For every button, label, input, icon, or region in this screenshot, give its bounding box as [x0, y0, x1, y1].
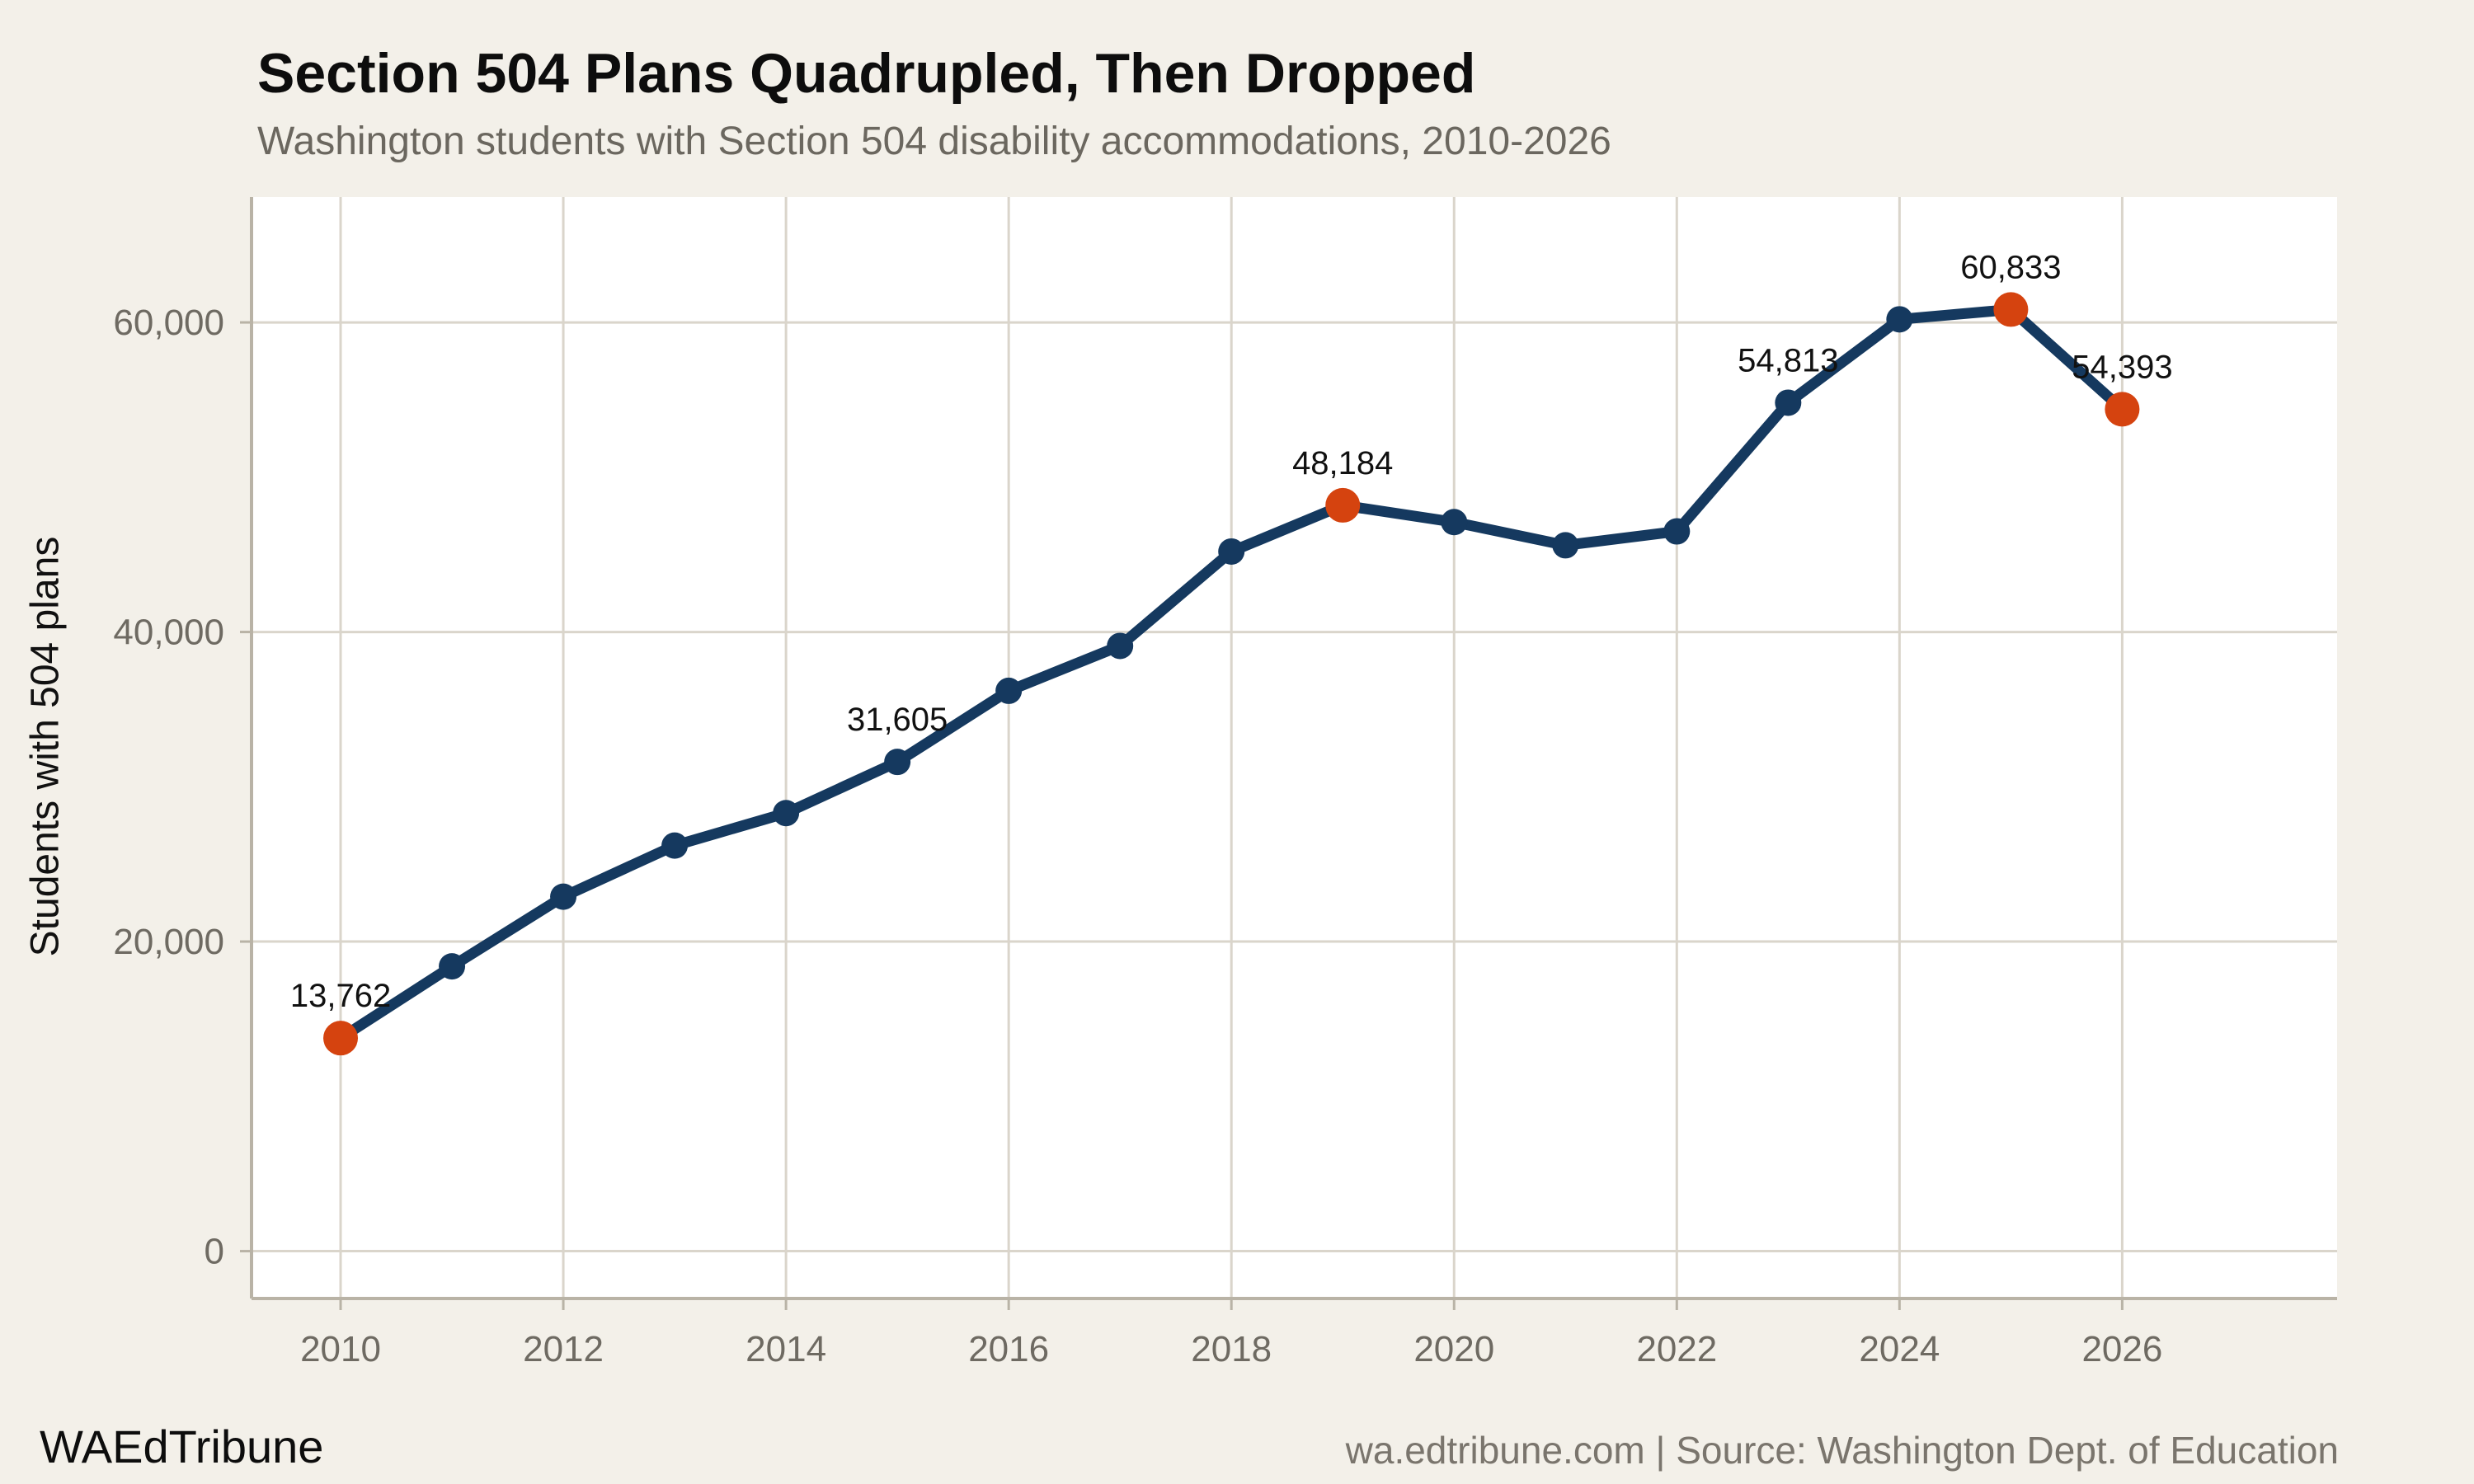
- data-point: [1775, 389, 1802, 416]
- data-point-label: 48,184: [1292, 445, 1393, 481]
- data-point-label: 54,393: [2072, 349, 2172, 385]
- data-point: [1886, 306, 1913, 333]
- data-point: [1107, 632, 1134, 660]
- x-tick-label: 2022: [1636, 1329, 1717, 1369]
- data-point: [1441, 509, 1468, 536]
- x-tick-label: 2024: [1859, 1329, 1940, 1369]
- data-point: [1218, 538, 1245, 565]
- data-point: [773, 800, 800, 827]
- data-point-label: 54,813: [1738, 342, 1838, 378]
- y-axis-title: Students with 504 plans: [23, 536, 68, 957]
- data-point-highlighted: [323, 1021, 359, 1056]
- data-point: [884, 749, 911, 776]
- y-tick-label: 20,000: [113, 922, 224, 962]
- plot-background: [252, 197, 2337, 1298]
- data-point-highlighted: [1993, 292, 2029, 327]
- footer-source-attribution: wa.edtribune.com | Source: Washington De…: [1345, 1429, 2339, 1472]
- x-tick-label: 2026: [2081, 1329, 2162, 1369]
- data-point: [550, 883, 577, 910]
- y-tick-label: 40,000: [113, 613, 224, 653]
- data-point-label: 60,833: [1960, 249, 2061, 285]
- x-tick-label: 2018: [1191, 1329, 1272, 1369]
- chart-title: Section 504 Plans Quadrupled, Then Dropp…: [257, 42, 1476, 105]
- footer-brand: WAEdTribune: [40, 1421, 324, 1472]
- data-point: [439, 953, 466, 980]
- x-tick-label: 2010: [300, 1329, 381, 1369]
- data-point-label: 31,605: [847, 702, 948, 738]
- data-point: [995, 677, 1023, 704]
- x-tick-label: 2020: [1413, 1329, 1494, 1369]
- y-tick-label: 60,000: [113, 303, 224, 343]
- data-point-highlighted: [1325, 487, 1361, 523]
- x-tick-label: 2014: [745, 1329, 826, 1369]
- chart-subtitle: Washington students with Section 504 dis…: [257, 120, 1611, 163]
- x-tick-label: 2016: [968, 1329, 1049, 1369]
- data-point: [1663, 518, 1691, 545]
- y-tick-label: 0: [205, 1232, 224, 1272]
- x-tick-label: 2012: [523, 1329, 604, 1369]
- data-point-highlighted: [2105, 392, 2140, 427]
- data-point: [1552, 532, 1579, 559]
- data-point-label: 13,762: [290, 978, 391, 1014]
- data-point: [661, 832, 689, 859]
